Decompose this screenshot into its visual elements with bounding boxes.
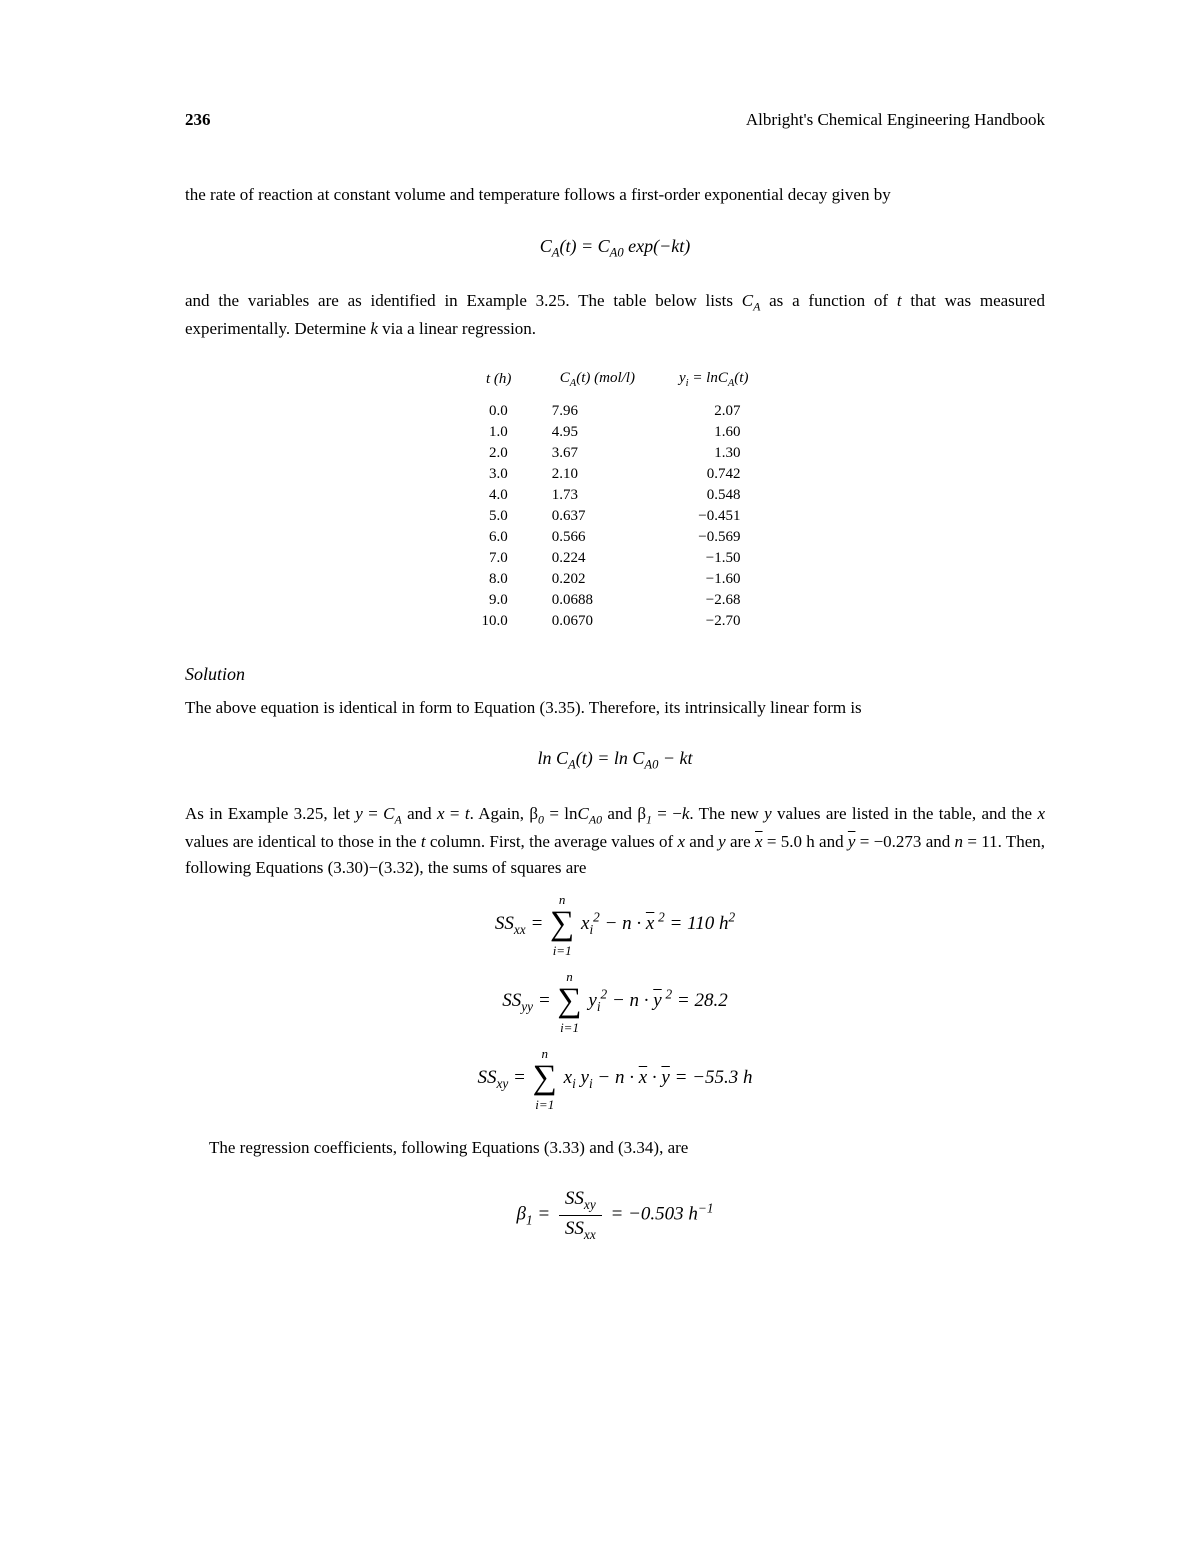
table-row: 9.00.0688−2.68 bbox=[460, 590, 771, 611]
intro-paragraph-1: the rate of reaction at constant volume … bbox=[185, 182, 1045, 208]
page-header: 236 Albright's Chemical Engineering Hand… bbox=[185, 110, 1045, 130]
table-row: 5.00.637−0.451 bbox=[460, 506, 771, 527]
table-row: 1.04.951.60 bbox=[460, 422, 771, 443]
table-row: 0.07.962.07 bbox=[460, 401, 771, 422]
equation-exponential-decay: CA(t) = CA0 exp(−kt) bbox=[185, 236, 1045, 261]
solution-paragraph-1: The above equation is identical in form … bbox=[185, 695, 1045, 721]
table-row: 3.02.100.742 bbox=[460, 464, 771, 485]
book-title: Albright's Chemical Engineering Handbook bbox=[746, 110, 1045, 130]
table-row: 10.00.0670−2.70 bbox=[460, 611, 771, 632]
regression-coefficients-text: The regression coefficients, following E… bbox=[185, 1135, 1045, 1161]
table-header-y: yi = lnCA(t) bbox=[657, 366, 771, 401]
equation-beta1: β1 = SSxy SSxx = −0.503 h−1 bbox=[185, 1188, 1045, 1243]
intro-paragraph-2: and the variables are as identified in E… bbox=[185, 288, 1045, 342]
concentration-data-table: t (h) CA(t) (mol/l) yi = lnCA(t) 0.07.96… bbox=[460, 366, 771, 632]
table-row: 4.01.730.548 bbox=[460, 485, 771, 506]
table-row: 6.00.566−0.569 bbox=[460, 527, 771, 548]
page-number: 236 bbox=[185, 110, 211, 130]
equation-ssxy: SSxy = n∑i=1 xi yi − n · x · y = −55.3 h bbox=[185, 1058, 1045, 1099]
equation-ssyy: SSyy = n∑i=1 yi2 − n · y 2 = 28.2 bbox=[185, 981, 1045, 1022]
table-row: 8.00.202−1.60 bbox=[460, 569, 771, 590]
solution-heading: Solution bbox=[185, 664, 1045, 685]
table-header-t: t (h) bbox=[460, 366, 538, 401]
table-header-ca: CA(t) (mol/l) bbox=[538, 366, 657, 401]
table-row: 7.00.224−1.50 bbox=[460, 548, 771, 569]
equation-ssxx: SSxx = n∑i=1 xi2 − n · x 2 = 110 h2 bbox=[185, 904, 1045, 945]
equation-linear-form: ln CA(t) = ln CA0 − kt bbox=[185, 748, 1045, 773]
solution-paragraph-2: As in Example 3.25, let y = CA and x = t… bbox=[185, 801, 1045, 880]
table-row: 2.03.671.30 bbox=[460, 443, 771, 464]
